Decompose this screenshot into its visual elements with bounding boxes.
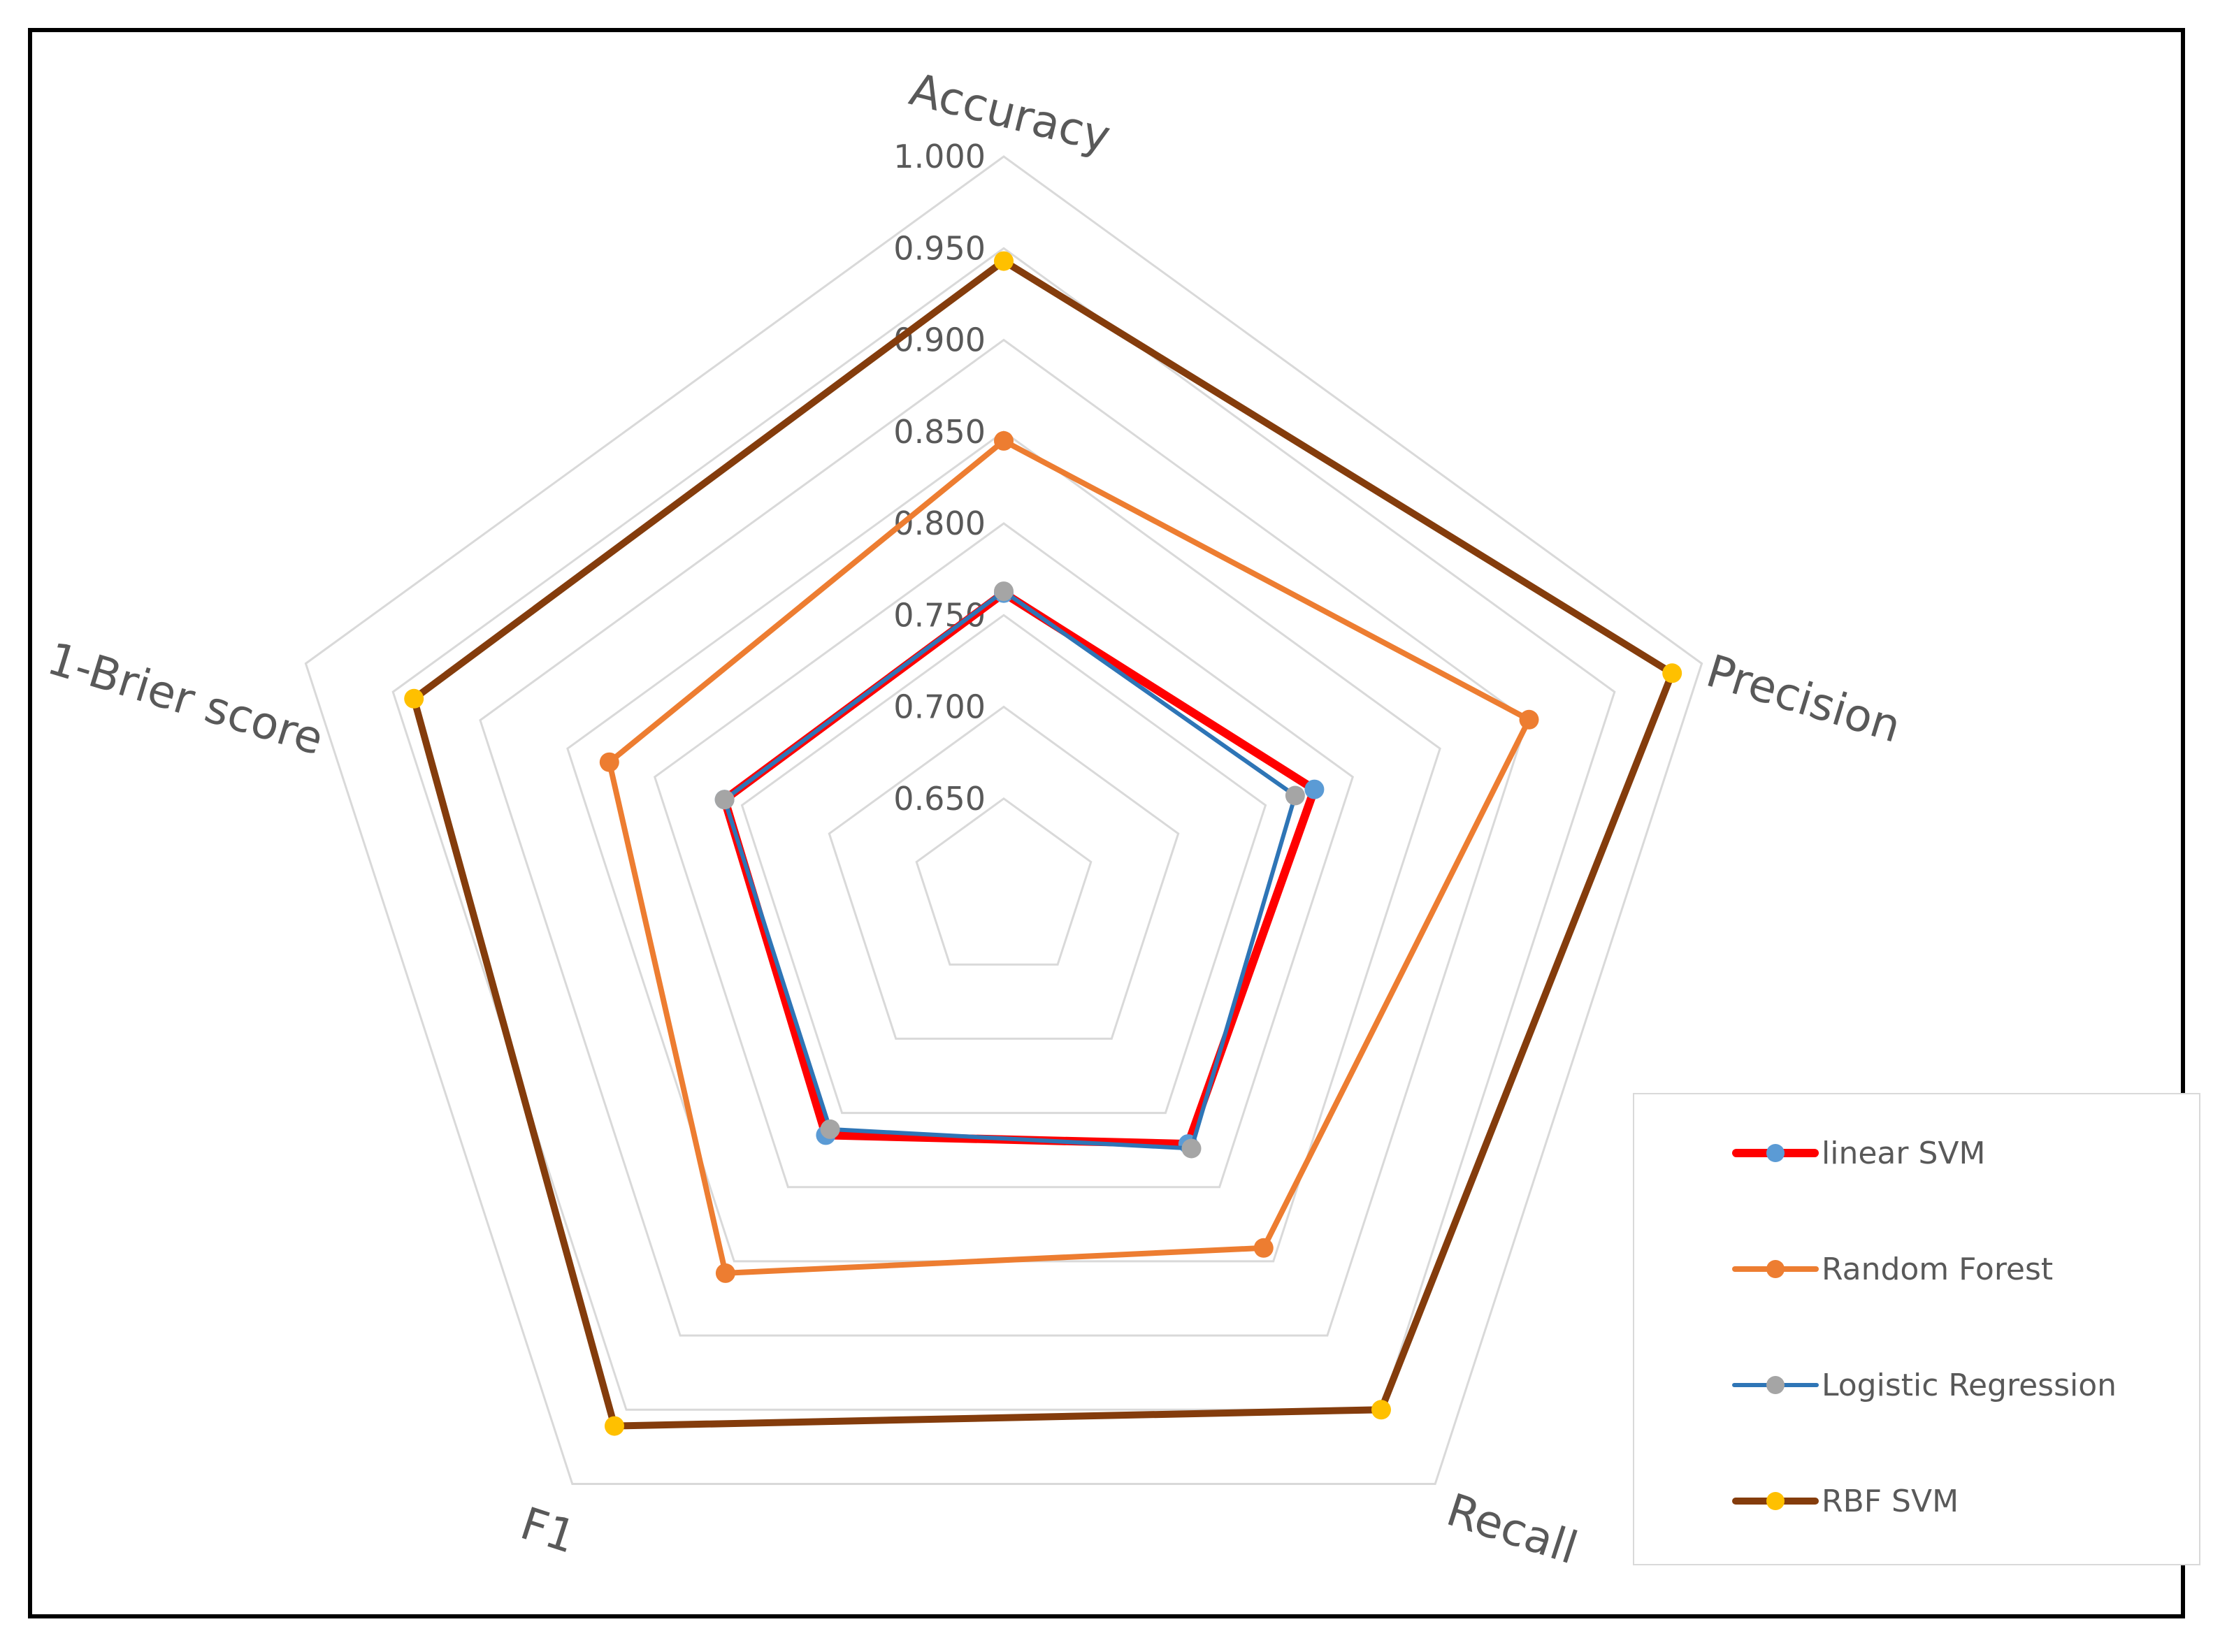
data-point-rbf-svm-precision (1662, 663, 1682, 683)
tick-label: 0.700 (893, 688, 986, 726)
legend-item-linear-svm: linear SVM (1732, 1132, 1985, 1174)
data-point-linear-svm-precision (1304, 779, 1325, 799)
series-logistic-regression (714, 581, 1305, 1159)
series-linear-svm (714, 583, 1325, 1154)
grid-ring-4 (653, 522, 1355, 1189)
grid-ring-7 (391, 247, 1616, 1411)
data-point-logistic-regression-recall (1181, 1138, 1202, 1159)
tick-label: 0.650 (893, 780, 986, 818)
axis-label-recall: Recall (1441, 1484, 1583, 1574)
legend-item-random-forest: Random Forest (1732, 1248, 2053, 1290)
grid-ring-2 (828, 705, 1180, 1040)
data-point-logistic-regression-accuracy (994, 581, 1014, 602)
tick-label: 0.850 (893, 413, 986, 451)
data-point-rbf-svm-f1 (605, 1416, 624, 1436)
data-point-logistic-regression-f1 (820, 1119, 840, 1139)
series-line-rbf-svm (410, 256, 1677, 1430)
grid-ring-6 (479, 338, 1529, 1337)
data-point-logistic-regression-precision (1285, 785, 1305, 806)
axis-label-f1: F1 (514, 1498, 582, 1564)
data-point-random-forest-accuracy (994, 430, 1014, 451)
legend-label-logistic-regression: Logistic Regression (1822, 1367, 2117, 1403)
grid-ring-3 (740, 614, 1267, 1115)
legend-swatch-logistic-regression (1732, 1364, 1819, 1406)
series-random-forest (599, 430, 1539, 1283)
legend-item-logistic-regression: Logistic Regression (1732, 1364, 2117, 1406)
axis-label-1-brier-score: 1-Brier score (41, 633, 329, 766)
series-layer (404, 251, 1682, 1436)
data-point-logistic-regression-1-brier-score (714, 790, 735, 810)
data-point-random-forest-1-brier-score (599, 752, 619, 772)
legend-item-rbf-svm: RBF SVM (1732, 1480, 1959, 1522)
legend-swatch-random-forest (1732, 1248, 1819, 1290)
series-rbf-svm (404, 251, 1682, 1436)
legend-label-rbf-svm: RBF SVM (1822, 1483, 1959, 1519)
data-point-rbf-svm-recall (1371, 1400, 1391, 1420)
data-point-rbf-svm-1-brier-score (404, 688, 424, 709)
axis-label-precision: Precision (1701, 646, 1907, 753)
grid-ring-8 (304, 155, 1703, 1485)
data-point-random-forest-f1 (715, 1263, 735, 1283)
radar-chart: 0.6500.7000.7500.8000.8500.9000.9501.000… (41, 64, 1907, 1574)
series-line-logistic-regression (722, 588, 1298, 1151)
legend-swatch-rbf-svm (1732, 1480, 1819, 1522)
legend: linear SVM Random Forest Logistic Regres… (1633, 1093, 2200, 1565)
legend-label-linear-svm: linear SVM (1822, 1135, 1986, 1171)
radar-grid (304, 155, 1703, 1485)
tick-label: 0.900 (893, 321, 986, 359)
series-line-random-forest (606, 437, 1533, 1277)
data-point-random-forest-recall (1253, 1238, 1274, 1258)
chart-frame: 0.650 0.700 0.750 0.800 0.850 0.900 0.950 1.000… (28, 28, 2200, 1618)
data-point-rbf-svm-accuracy (994, 251, 1014, 271)
data-point-random-forest-precision (1519, 709, 1539, 730)
grid-ring-1 (915, 797, 1093, 966)
tick-label: 1.000 (893, 138, 986, 175)
tick-label: 0.950 (893, 229, 986, 267)
legend-label-random-forest: Random Forest (1822, 1251, 2054, 1287)
legend-swatch-linear-svm (1732, 1132, 1819, 1174)
tick-label: 0.800 (893, 505, 986, 542)
series-line-linear-svm (719, 588, 1320, 1149)
